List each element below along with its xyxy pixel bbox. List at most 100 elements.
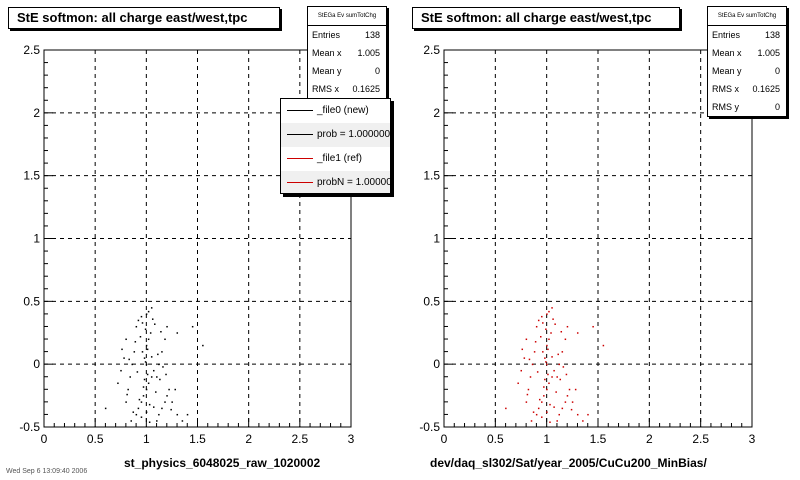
x-tick-label: 3 [348, 432, 355, 446]
scatter-point [141, 322, 144, 324]
y-tick-label: 2 [433, 106, 440, 120]
legend-label: prob = 1.000000 [317, 129, 391, 140]
scatter-point [176, 332, 179, 334]
scatter-point [546, 363, 548, 366]
scatter-point [550, 332, 552, 334]
scatter-point [529, 376, 532, 378]
scatter-point [543, 395, 545, 397]
scatter-point [125, 338, 127, 341]
scatter-point [137, 407, 140, 410]
scatter-point [535, 325, 538, 328]
scatter-point [540, 336, 542, 338]
right-stats-title: StEGa Ev sumTotChg [708, 7, 786, 26]
scatter-point [559, 378, 562, 381]
scatter-point [127, 388, 129, 391]
stats-row: Mean y 0 [708, 62, 786, 80]
scatter-point [170, 408, 172, 411]
x-tick-label: 1.5 [590, 432, 607, 446]
scatter-point [557, 353, 559, 356]
scatter-point [521, 348, 524, 351]
scatter-point [144, 361, 147, 363]
scatter-point [136, 371, 139, 373]
legend-label: _file1 (ref) [317, 153, 363, 164]
scatter-point [125, 401, 127, 403]
scatter-point [150, 356, 153, 358]
scatter-point [134, 341, 137, 343]
stats-row: RMS x 0.1625 [708, 80, 786, 98]
scatter-point [104, 407, 107, 410]
stats-row: Mean x 1.005 [308, 44, 386, 62]
scatter-point [123, 357, 125, 359]
x-tick-label: 2.5 [692, 432, 709, 446]
scatter-point [525, 401, 528, 403]
scatter-point [160, 330, 162, 333]
scatter-point [531, 363, 534, 366]
scatter-point [535, 413, 538, 416]
scatter-point [161, 351, 163, 353]
stats-value: 0 [774, 102, 780, 112]
stats-label: RMS y [712, 102, 739, 112]
scatter-point [547, 348, 549, 351]
stats-label: RMS x [712, 84, 739, 94]
scatter-point [517, 382, 519, 385]
scatter-point [545, 361, 547, 363]
scatter-point [561, 407, 564, 410]
scatter-point [542, 322, 544, 324]
stats-value: 0.1625 [352, 84, 380, 94]
scatter-point [145, 363, 148, 366]
legend-entry: _file1 (ref) [281, 147, 390, 171]
y-tick-label: 2.5 [23, 43, 40, 57]
right-chart-title: StE softmon: all charge east/west,tpc [412, 7, 680, 29]
scatter-point [143, 378, 146, 381]
x-tick-label: 0 [441, 432, 448, 446]
scatter-point [120, 369, 122, 372]
stats-value: 0.1625 [752, 84, 780, 94]
scatter-point [161, 407, 163, 410]
scatter-point [537, 407, 540, 410]
y-tick-label: 0.5 [423, 294, 440, 308]
scatter-point [150, 376, 153, 378]
scatter-point [543, 386, 545, 388]
scatter-point [558, 363, 560, 366]
scatter-point [565, 373, 568, 376]
scatter-point [157, 353, 159, 356]
scatter-point [545, 328, 547, 330]
scatter-point [174, 388, 176, 391]
scatter-point [537, 319, 540, 322]
scatter-point [551, 376, 553, 378]
legend-label: _file0 (new) [317, 105, 369, 116]
scatter-point [552, 318, 554, 320]
scatter-point [551, 356, 553, 358]
scatter-point [553, 369, 555, 372]
scatter-point [142, 395, 145, 397]
scatter-point [530, 420, 533, 422]
scatter-point [544, 357, 546, 359]
scatter-point [542, 351, 544, 353]
scatter-point [141, 351, 144, 353]
legend-line-icon [287, 110, 313, 111]
scatter-point [155, 391, 157, 393]
scatter-point [164, 401, 166, 403]
scatter-point [159, 378, 161, 381]
y-tick-label: 1 [33, 232, 40, 246]
scatter-point [556, 376, 558, 378]
scatter-point [147, 382, 150, 385]
scatter-point [571, 401, 574, 403]
scatter-point [566, 395, 569, 397]
y-tick-label: 1.5 [23, 169, 40, 183]
stats-value: 0 [374, 66, 380, 76]
left-chart-title: StE softmon: all charge east/west,tpc [8, 7, 280, 29]
scatter-point [555, 391, 557, 393]
scatter-point [561, 351, 564, 353]
stats-value: 1.005 [757, 48, 780, 58]
x-tick-label: 1.5 [189, 432, 206, 446]
scatter-point [536, 371, 539, 373]
scatter-point [166, 325, 168, 328]
legend-label: probN = 1.000000 [317, 177, 391, 188]
scatter-point [149, 332, 152, 334]
scatter-point [546, 411, 548, 413]
left-x-axis-label: st_physics_6048025_raw_1020002 [124, 456, 321, 470]
scatter-point [526, 393, 529, 396]
y-tick-label: 2.5 [423, 43, 440, 57]
scatter-point [549, 421, 551, 423]
